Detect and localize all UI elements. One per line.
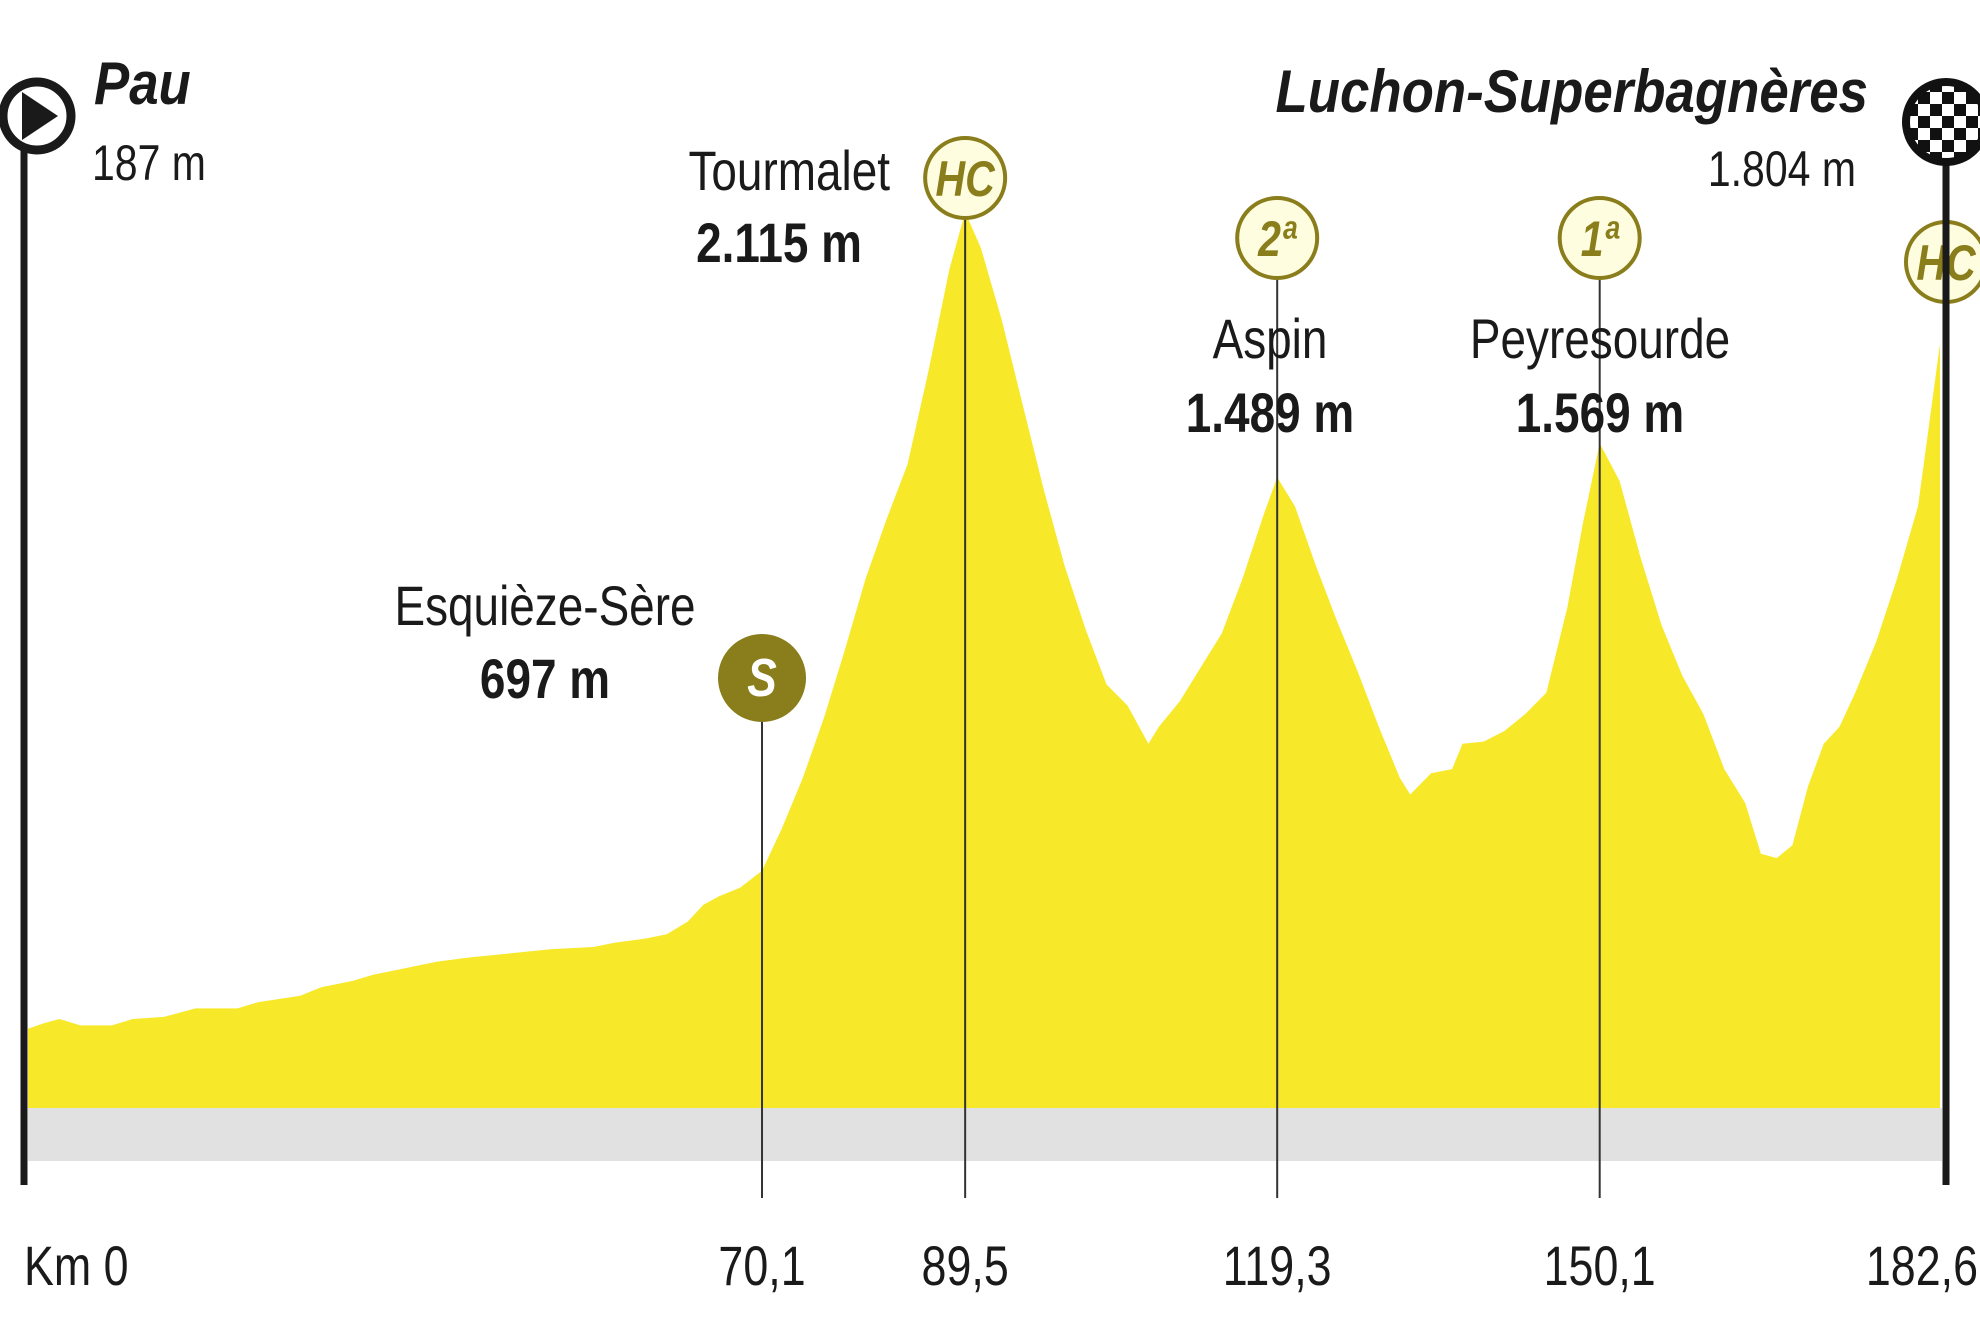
start-play-icon [22, 92, 58, 140]
km-label-2: 119,3 [1223, 1234, 1332, 1297]
climb-elevation-esquieze: 697 m [480, 648, 610, 710]
category-badge-icon-0 [718, 634, 807, 722]
climb-name-aspin: Aspin [1213, 308, 1328, 370]
climb-elevation-aspin: 1.489 m [1186, 382, 1354, 444]
elevation-profile-area [28, 212, 1940, 1108]
category-badge-icon-3 [1557, 196, 1642, 280]
climb-elevation-tourmalet: 2.115 m [696, 212, 862, 274]
category-badge-label-2: 2ª [1257, 211, 1297, 267]
finish-flag-icon [1902, 78, 1980, 166]
climb-name-tourmalet: Tourmalet [688, 140, 890, 202]
climb-name-peyresourde: Peyresourde [1470, 308, 1730, 370]
finish-marker [1902, 78, 1980, 1185]
km-label-1: 89,5 [922, 1234, 1009, 1297]
baseline-band [28, 1108, 1942, 1161]
category-badge-icon-2 [1235, 196, 1320, 280]
finish-elevation: 1.804 m [1708, 141, 1856, 197]
start-marker [0, 77, 76, 1185]
category-badge-label-3: 1ª [1581, 211, 1620, 267]
climb-elevation-peyresourde: 1.569 m [1516, 382, 1684, 444]
category-badge-icon-1 [923, 136, 1008, 220]
km-label-start: Km 0 [24, 1234, 129, 1297]
km-label-finish: 182,6 [1866, 1234, 1978, 1297]
finish-name: Luchon-Superbagnères [1276, 58, 1868, 125]
climb-lines-layer [761, 218, 1601, 1198]
category-badge-label-0: S [747, 648, 777, 708]
km-label-3: 150,1 [1544, 1234, 1656, 1297]
profile-area-layer [28, 212, 1940, 1108]
start-elevation: 187 m [92, 135, 206, 191]
km-label-0: 70,1 [718, 1234, 805, 1297]
start-name: Pau [94, 50, 191, 117]
category-badge-label-1: HC [936, 151, 996, 207]
climb-name-esquieze: Esquièze-Sère [394, 575, 695, 637]
